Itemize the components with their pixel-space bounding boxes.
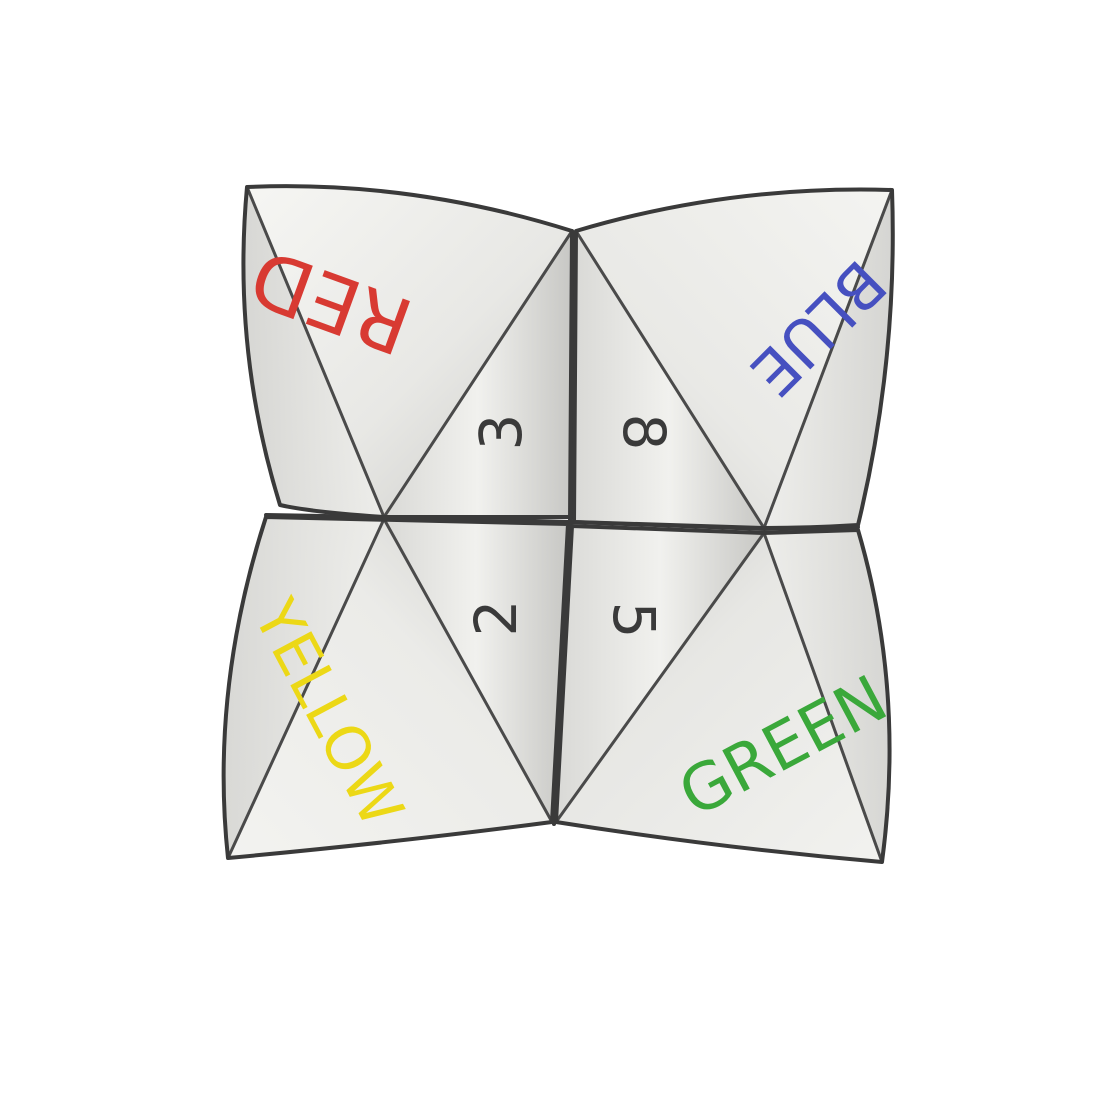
number-bottom-left: 2 <box>462 600 530 637</box>
number-top-left: 3 <box>467 414 535 451</box>
flap-bottom-right-outline <box>554 524 892 864</box>
flap-bottom-left-outline <box>221 515 570 860</box>
flap-top-right <box>572 187 895 530</box>
flap-top-left-outline <box>241 184 574 519</box>
flap-top-right-crease-1 <box>762 188 894 530</box>
flap-bottom-right-crease-2 <box>554 531 766 824</box>
flap-bottom-right-crease-1 <box>762 531 884 864</box>
number-top-right: 8 <box>610 414 678 451</box>
number-bottom-right: 5 <box>600 602 668 639</box>
center-horizontal-seam <box>264 513 860 531</box>
flap-bottom-right <box>554 524 892 864</box>
flap-bottom-left <box>221 515 570 860</box>
flap-bottom-left-inner-triangle <box>384 519 568 822</box>
flap-bottom-left-crease-2 <box>382 517 554 824</box>
flap-bottom-left-crease-1 <box>226 517 386 860</box>
flap-top-left-crease-1 <box>245 185 386 519</box>
flap-bottom-left-side-panel <box>223 517 384 858</box>
flap-top-left-crease-2 <box>382 229 574 519</box>
flap-top-left <box>241 184 574 519</box>
flap-top-right-crease-2 <box>574 229 766 530</box>
flap-bottom-right-side-panel <box>764 530 890 862</box>
